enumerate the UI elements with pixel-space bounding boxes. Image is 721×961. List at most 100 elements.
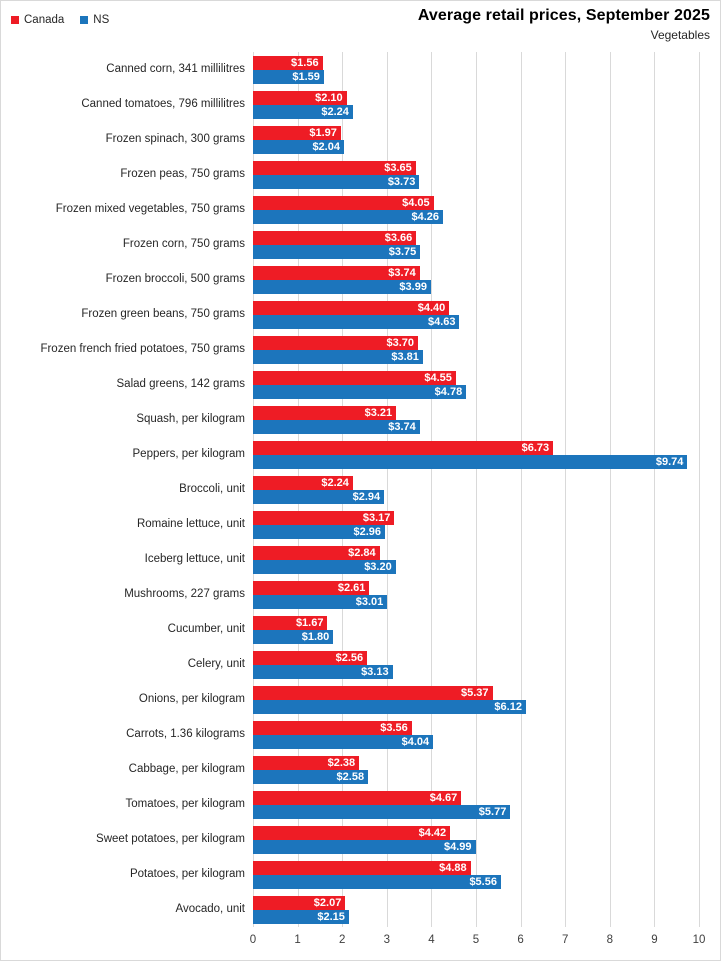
bar-value-label: $3.65: [384, 161, 412, 174]
bar-group: $4.55 $4.78: [253, 367, 699, 402]
category-label: Frozen french fried potatoes, 750 grams: [40, 343, 245, 356]
gridline: [565, 52, 567, 927]
bar-ns: $9.74: [253, 454, 688, 469]
bar-canada: $5.37: [253, 685, 493, 700]
bar-value-label: $3.13: [361, 665, 389, 678]
bar-value-label: $3.70: [386, 336, 415, 349]
bar-value-label: $4.78: [434, 385, 463, 398]
bar-ns: $5.77: [253, 804, 511, 819]
bar-ns: $2.96: [253, 524, 386, 539]
gridline: [654, 52, 656, 927]
category-label: Salad greens, 142 grams: [116, 378, 246, 391]
legend-item-canada: Canada: [11, 14, 64, 26]
gridline: [431, 52, 433, 927]
bar-value-label: $3.74: [388, 420, 416, 433]
category-label: Sweet potatoes, per kilogram: [96, 833, 245, 846]
bar-canada: $4.67: [253, 790, 462, 805]
bar-value-label: $1.80: [301, 630, 330, 643]
bar-group: $1.97 $2.04: [253, 122, 699, 157]
canada-color-swatch-icon: [11, 16, 19, 24]
category-label: Peppers, per kilogram: [132, 448, 246, 461]
bar-canada: $3.17: [253, 510, 395, 525]
legend: Canada NS: [11, 7, 109, 26]
bar-group: $2.07 $2.15: [253, 892, 699, 927]
bar-group: $2.61 $3.01: [253, 577, 699, 612]
bar-group: $2.24 $2.94: [253, 472, 699, 507]
bar-canada: $3.66: [253, 230, 417, 245]
bar-group: $2.56 $3.13: [253, 647, 699, 682]
bar-canada: $2.38: [253, 755, 360, 770]
bar-canada: $3.70: [253, 335, 419, 350]
bar-value-label: $2.24: [321, 476, 349, 489]
category-label: Broccoli, unit: [179, 483, 245, 496]
bar-value-label: $4.55: [424, 371, 452, 384]
bar-value-label: $3.21: [364, 406, 393, 419]
bar-group: $3.65 $3.73: [253, 157, 699, 192]
bar-canada: $1.56: [253, 55, 323, 70]
bar-canada: $2.24: [253, 475, 353, 490]
gridline: [386, 52, 388, 927]
bar-value-label: $1.56: [291, 56, 319, 69]
x-axis-tick-label: 6: [517, 934, 524, 946]
gridline: [476, 52, 477, 927]
bar-value-label: $2.94: [352, 490, 381, 503]
bar-canada: $4.55: [253, 370, 456, 385]
category-label: Frozen spinach, 300 grams: [105, 133, 245, 146]
bar-group: $1.56 $1.59: [253, 52, 699, 87]
gridline: [520, 52, 522, 927]
bar-ns: $3.20: [253, 559, 396, 574]
bar-group: $2.38 $2.58: [253, 752, 699, 787]
bar-canada: $4.88: [253, 860, 471, 875]
bar-ns: $2.94: [253, 489, 385, 504]
chart-header: Canada NS Average retail prices, Septemb…: [1, 1, 720, 49]
bar-value-label: $2.07: [313, 896, 342, 909]
bar-value-label: $4.67: [429, 791, 458, 804]
bar-value-label: $2.58: [336, 770, 365, 783]
bar-ns: $3.73: [253, 174, 420, 189]
category-label: Frozen green beans, 750 grams: [81, 308, 245, 321]
bar-group: $3.17 $2.96: [253, 507, 699, 542]
category-labels-column: Canned corn, 341 millilitres Canned tomat…: [1, 52, 253, 927]
bar-group: $4.40 $4.63: [253, 297, 699, 332]
bar-value-label: $4.42: [418, 826, 447, 839]
chart-body: Canned corn, 341 millilitres Canned tomat…: [1, 52, 720, 927]
bar-group: $4.88 $5.56: [253, 857, 699, 892]
category-label: Tomatoes, per kilogram: [125, 798, 245, 811]
bar-ns: $4.63: [253, 314, 460, 329]
bar-value-label: $5.77: [478, 805, 507, 818]
category-label: Mushrooms, 227 grams: [124, 588, 245, 601]
bar-ns: $3.01: [253, 594, 388, 609]
bar-value-label: $2.84: [348, 546, 376, 559]
bar-group: $3.21 $3.74: [253, 402, 699, 437]
bar-ns: $1.80: [253, 629, 334, 644]
category-label: Cucumber, unit: [167, 623, 245, 636]
bar-value-label: $4.40: [417, 301, 446, 314]
bar-ns: $3.81: [253, 349, 423, 364]
bar-group: $4.67 $5.77: [253, 787, 699, 822]
bar-canada: $4.42: [253, 825, 451, 840]
bar-canada: $3.56: [253, 720, 412, 735]
bar-group: $6.73 $9.74: [253, 437, 699, 472]
bar-value-label: $3.56: [380, 721, 408, 734]
bar-value-label: $2.56: [335, 651, 364, 664]
x-axis-tick-label: 5: [472, 934, 480, 946]
bar-canada: $6.73: [253, 440, 554, 455]
bar-ns: $6.12: [253, 699, 526, 714]
x-axis-tick-label: 3: [383, 934, 390, 946]
x-axis-tick-label: 0: [249, 934, 257, 946]
bar-group: $3.74 $3.99: [253, 262, 699, 297]
bar-value-label: $3.81: [391, 350, 419, 363]
bar-value-label: $3.01: [355, 595, 384, 608]
x-axis: 0 1 2 3 4 5 6 7 8 9 10: [249, 927, 706, 955]
category-label: Canned corn, 341 millilitres: [106, 63, 245, 76]
gridline: [609, 52, 611, 927]
bar-group: $1.67 $1.80: [253, 612, 699, 647]
bar-canada: $3.21: [253, 405, 397, 420]
legend-item-ns: NS: [80, 14, 109, 26]
bar-value-label: $4.05: [402, 196, 430, 209]
bar-canada: $1.67: [253, 615, 328, 630]
bar-ns: $2.15: [253, 909, 349, 924]
bar-canada: $2.61: [253, 580, 370, 595]
bar-canada: $2.84: [253, 545, 380, 560]
